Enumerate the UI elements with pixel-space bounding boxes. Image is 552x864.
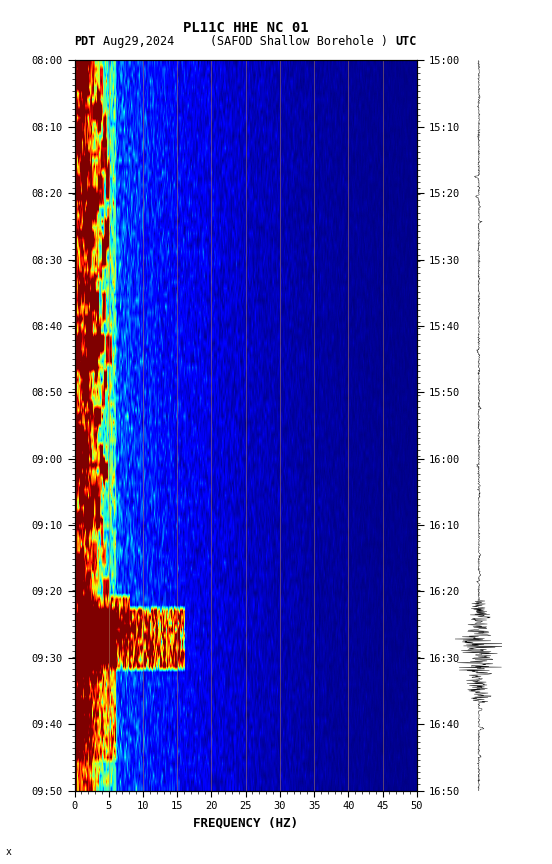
Text: PDT: PDT [75, 35, 96, 48]
Text: PL11C HHE NC 01: PL11C HHE NC 01 [183, 21, 309, 35]
Text: x: x [6, 848, 12, 857]
Text: Aug29,2024     (SAFOD Shallow Borehole ): Aug29,2024 (SAFOD Shallow Borehole ) [103, 35, 388, 48]
X-axis label: FREQUENCY (HZ): FREQUENCY (HZ) [193, 816, 298, 829]
Text: UTC: UTC [395, 35, 417, 48]
